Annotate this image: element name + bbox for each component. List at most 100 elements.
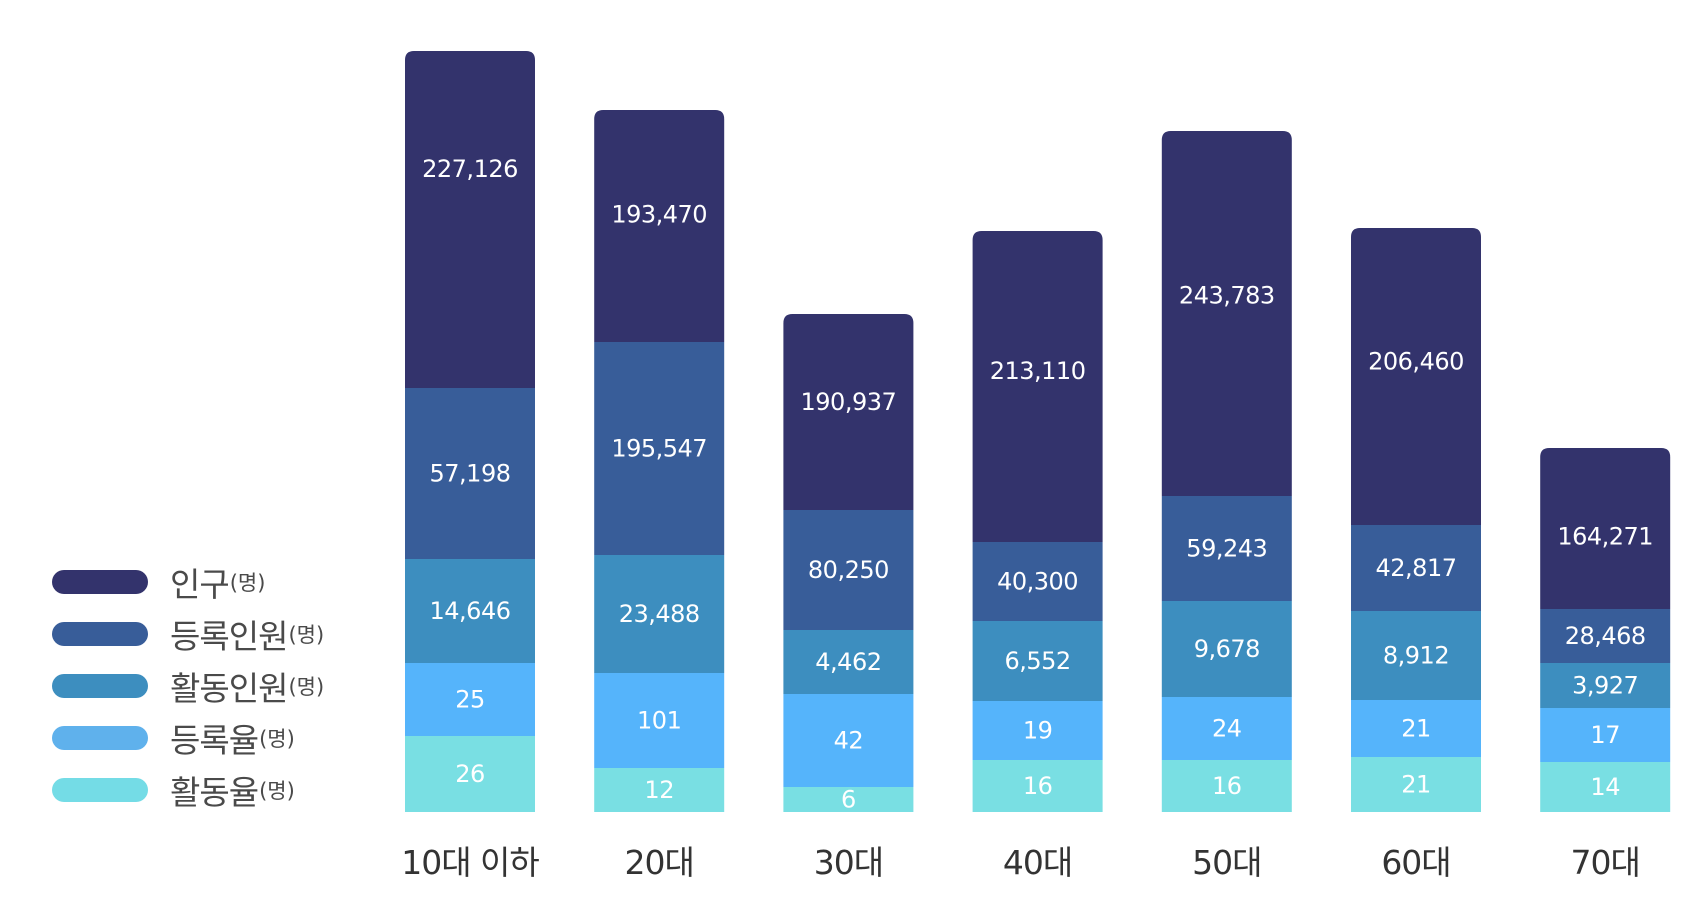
- x-tick-label-50s: 50대: [1192, 843, 1261, 882]
- bar-segment-active-rate-10s-under: [405, 736, 535, 812]
- legend-swatch-population: [52, 570, 148, 594]
- bar-segment-active-rate-60s: [1351, 757, 1481, 812]
- bar-segment-active-40s: [972, 621, 1103, 701]
- data-label-registered-70s: 28,468: [1565, 622, 1646, 650]
- data-label-active-40s: 6,552: [1004, 647, 1070, 675]
- legend-item-reg-rate: 등록율 (명): [52, 712, 324, 764]
- legend-item-active: 활동인원 (명): [52, 660, 324, 712]
- data-label-active-rate-10s-under: 26: [455, 760, 485, 788]
- legend-label-reg-rate: 등록율: [170, 721, 259, 760]
- bar-20s: 12 101 23,488 195,547 193,470: [594, 110, 725, 812]
- bar-segment-registered-30s: [783, 510, 914, 630]
- bar-segment-registered-10s-under: [405, 388, 535, 559]
- data-label-registered-40s: 40,300: [997, 568, 1078, 596]
- data-label-registered-20s: 195,547: [611, 435, 707, 463]
- bar-segment-population-60s: [1351, 228, 1481, 525]
- bar-segment-active-rate-40s: [972, 760, 1103, 812]
- bar-30s: 6 42 4,462 80,250 190,937: [783, 314, 914, 814]
- data-label-population-40s: 213,110: [990, 357, 1086, 385]
- bar-segment-registered-50s: [1161, 496, 1292, 601]
- data-label-registered-10s-under: 57,198: [430, 460, 511, 488]
- data-label-population-60s: 206,460: [1368, 348, 1464, 376]
- legend-swatch-reg-rate: [52, 726, 148, 750]
- bar-segment-reg-rate-60s: [1351, 700, 1481, 757]
- legend-unit-population: (명): [229, 571, 266, 595]
- data-label-reg-rate-60s: 21: [1401, 715, 1431, 743]
- bar-segment-population-50s: [1161, 131, 1292, 496]
- legend-unit-active-rate: (명): [259, 779, 295, 803]
- x-tick-label-10s-under: 10대 이하: [401, 843, 539, 882]
- x-tick-label-20s: 20대: [625, 843, 694, 882]
- bar-segment-active-rate-50s: [1161, 760, 1292, 812]
- bar-segment-active-rate-30s: [783, 787, 914, 812]
- data-label-population-10s-under: 227,126: [422, 155, 518, 183]
- legend-label-population: 인구: [170, 565, 230, 604]
- bar-50s: 16 24 9,678 59,243 243,783: [1161, 131, 1292, 812]
- legend-unit-active: (명): [288, 675, 325, 699]
- x-tick-label-40s: 40대: [1003, 843, 1072, 882]
- legend: 인구 (명) 등록인원 (명) 활동인원 (명) 등록율 (명) 활동율 (명): [52, 556, 324, 816]
- legend-item-population: 인구 (명): [52, 556, 324, 608]
- data-label-population-50s: 243,783: [1179, 281, 1275, 309]
- bar-segment-reg-rate-10s-under: [405, 663, 535, 736]
- data-label-active-70s: 3,927: [1572, 672, 1638, 700]
- data-label-active-rate-40s: 16: [1023, 772, 1053, 800]
- data-label-active-60s: 8,912: [1383, 642, 1449, 670]
- legend-label-registered: 등록인원: [170, 617, 288, 656]
- bar-segment-registered-40s: [972, 542, 1103, 621]
- data-label-population-30s: 190,937: [801, 388, 897, 416]
- bar-segment-active-10s-under: [405, 559, 535, 663]
- legend-unit-registered: (명): [288, 623, 325, 647]
- bar-segment-active-70s: [1540, 663, 1671, 708]
- data-label-registered-60s: 42,817: [1376, 554, 1457, 582]
- data-label-registered-50s: 59,243: [1186, 535, 1267, 563]
- x-tick-label-30s: 30대: [814, 843, 883, 882]
- data-label-active-10s-under: 14,646: [430, 597, 511, 625]
- bar-10s-under: 26 25 14,646 57,198 227,126: [405, 51, 535, 812]
- data-label-reg-rate-30s: 42: [834, 727, 864, 755]
- data-label-population-70s: 164,271: [1557, 523, 1653, 551]
- bar-segment-active-60s: [1351, 611, 1481, 700]
- data-label-active-rate-30s: 6: [841, 786, 856, 814]
- bar-segment-active-50s: [1161, 601, 1292, 697]
- legend-swatch-registered: [52, 622, 148, 646]
- data-label-active-rate-70s: 14: [1590, 773, 1620, 801]
- data-label-population-20s: 193,470: [611, 200, 707, 228]
- x-tick-label-70s: 70대: [1571, 843, 1640, 882]
- legend-unit-reg-rate: (명): [259, 727, 295, 751]
- data-label-reg-rate-50s: 24: [1212, 715, 1242, 743]
- bar-40s: 16 19 6,552 40,300 213,110: [972, 231, 1103, 812]
- legend-swatch-active-rate: [52, 778, 148, 802]
- bar-segment-active-rate-70s: [1540, 762, 1671, 812]
- data-label-reg-rate-10s-under: 25: [455, 686, 485, 714]
- bar-segment-active-20s: [594, 555, 725, 673]
- data-label-active-50s: 9,678: [1194, 635, 1260, 663]
- bar-segment-reg-rate-40s: [972, 701, 1103, 760]
- bar-segment-reg-rate-50s: [1161, 697, 1292, 760]
- bar-segment-population-20s: [594, 110, 725, 342]
- legend-item-registered: 등록인원 (명): [52, 608, 324, 660]
- x-tick-label-60s: 60대: [1381, 843, 1450, 882]
- bar-segment-reg-rate-20s: [594, 673, 725, 768]
- legend-item-active-rate: 활동율 (명): [52, 764, 324, 816]
- legend-label-active: 활동인원: [170, 669, 288, 708]
- bar-segment-population-40s: [972, 231, 1103, 542]
- bar-segment-registered-70s: [1540, 609, 1671, 663]
- data-label-active-rate-60s: 21: [1401, 771, 1431, 799]
- data-label-reg-rate-40s: 19: [1023, 717, 1053, 745]
- bar-segment-population-30s: [783, 314, 914, 510]
- data-label-active-30s: 4,462: [815, 648, 881, 676]
- bar-segment-registered-20s: [594, 342, 725, 555]
- data-label-active-rate-20s: 12: [644, 776, 674, 804]
- bar-segment-reg-rate-30s: [783, 694, 914, 787]
- bar-segment-active-30s: [783, 630, 914, 694]
- bar-70s: 14 17 3,927 28,468 164,271: [1540, 448, 1671, 812]
- data-label-registered-30s: 80,250: [808, 556, 889, 584]
- data-label-active-20s: 23,488: [619, 600, 700, 628]
- bar-60s: 21 21 8,912 42,817 206,460: [1351, 228, 1481, 812]
- bar-segment-active-rate-20s: [594, 768, 725, 812]
- data-label-active-rate-50s: 16: [1212, 772, 1242, 800]
- data-label-reg-rate-20s: 101: [637, 707, 681, 735]
- data-label-reg-rate-70s: 17: [1590, 721, 1620, 749]
